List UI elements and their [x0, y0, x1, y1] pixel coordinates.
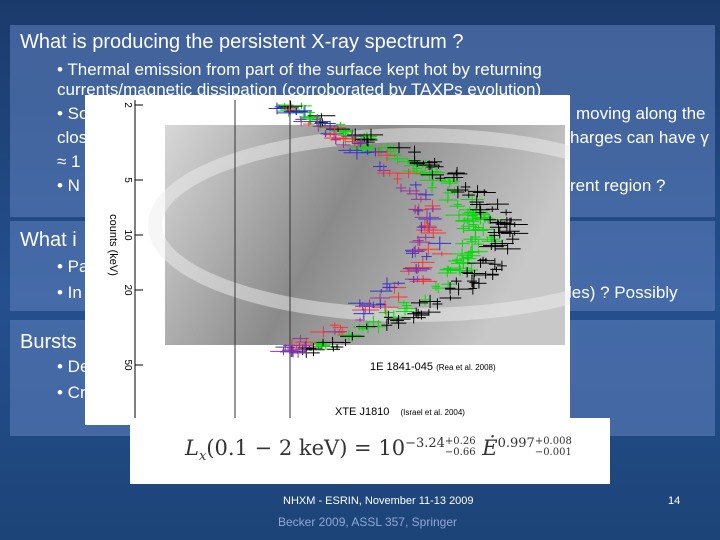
bullet: moving along the [576, 104, 706, 123]
f: x [198, 449, 207, 465]
bullet: • In [57, 283, 82, 302]
bullet: • Thermal emission from part of the surf… [57, 60, 542, 79]
f: (0.1 − 2 keV) = 10 [206, 436, 406, 460]
page-number: 14 [668, 495, 681, 507]
f: +0.26 [444, 436, 476, 447]
tick-label: 2 [122, 102, 133, 108]
f: −0.66 [444, 447, 476, 458]
bullet: currents/magnetic dissipation (corrobora… [57, 80, 542, 99]
bullet: les) ? Possibly [568, 283, 678, 302]
bullet: • Cr [57, 383, 86, 402]
bullet: • N [57, 176, 80, 195]
bullet: • Pa [57, 257, 89, 276]
f: −0.001 [534, 447, 572, 458]
bullet: clos [57, 128, 88, 147]
cite: (Israel et al. 2004) [400, 408, 465, 417]
f: −3.24 [405, 436, 445, 451]
label-text: XTE J1810 [335, 406, 389, 418]
tick-label: 20 [122, 284, 133, 296]
bullet: rent region ? [570, 176, 666, 195]
f: L [185, 436, 199, 460]
bullet: • De [57, 357, 90, 376]
label: 1E 1841-045 (Rea et al. 2008) [370, 361, 496, 373]
f: 0.997 [497, 436, 535, 451]
citation: Becker 2009, ASSL 357, Springer [278, 515, 458, 529]
formula: Lx(0.1 − 2 keV) = 10−3.24+0.26 −0.66 Ė0.9… [185, 436, 572, 464]
tick-label: 50 [122, 359, 133, 371]
heading: What i [20, 229, 77, 251]
bullet: • So [57, 104, 89, 123]
f: Ė [482, 436, 498, 460]
f: +0.008 [534, 436, 572, 447]
heading: Bursts [20, 331, 77, 353]
tick-label: 5 [122, 177, 133, 183]
y-label: counts (keV) [107, 214, 119, 276]
footer: NHXM - ESRIN, November 11-13 2009 [283, 495, 474, 507]
bullet: ≈ 1 [57, 152, 81, 171]
heading: What is producing the persistent X-ray s… [20, 31, 464, 53]
tick-label: 10 [122, 229, 133, 241]
spectrum-image: 2 5 10 20 50 counts (keV) 1E 1841-045 (Rea e… [85, 95, 570, 425]
label: XTE J1810 (Israel et al. 2004) [335, 406, 465, 418]
cite: (Rea et al. 2008) [436, 363, 496, 372]
label-text: 1E 1841-045 [370, 361, 433, 373]
bullet: harges can have γ [570, 128, 709, 147]
formula-image: Lx(0.1 − 2 keV) = 10−3.24+0.26 −0.66 Ė0.9… [130, 418, 610, 484]
